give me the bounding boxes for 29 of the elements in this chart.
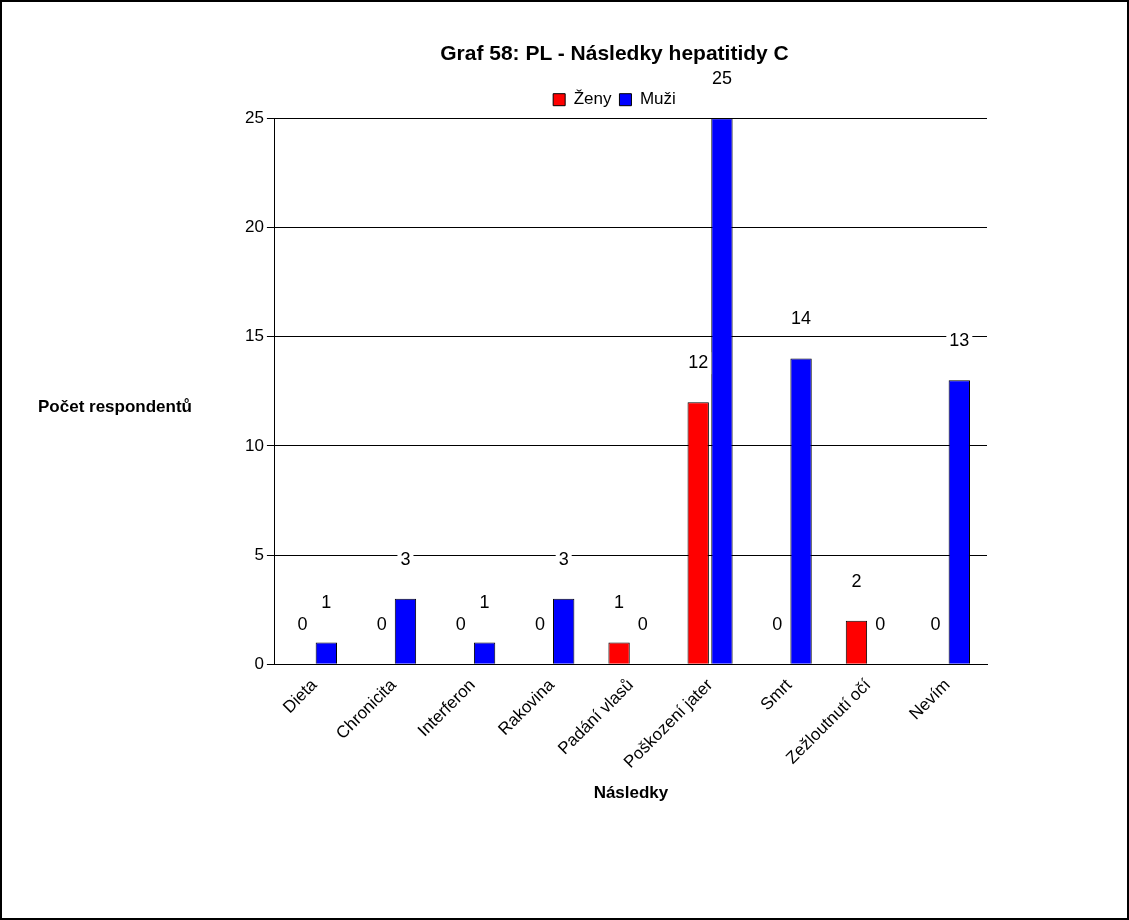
data-label: 0 — [534, 614, 545, 635]
data-label: 14 — [791, 308, 812, 329]
data-label: 1 — [479, 592, 490, 613]
y-tick-label: 20 — [244, 217, 264, 237]
data-label: 0 — [875, 614, 886, 635]
data-label: 25 — [711, 68, 732, 89]
data-label: 0 — [772, 614, 783, 635]
legend-label: Ženy — [573, 89, 612, 109]
data-label: 0 — [930, 614, 941, 635]
y-tick-label: 0 — [254, 654, 264, 674]
data-label: 1 — [614, 592, 625, 613]
y-axis-title: Počet respondentů — [38, 396, 192, 416]
data-label: 12 — [688, 352, 709, 373]
chart-title: Graf 58: PL - Následky hepatitidy C — [440, 41, 789, 65]
y-tick-label: 25 — [244, 107, 264, 127]
y-tick-label: 5 — [254, 544, 264, 564]
y-tick-label: 15 — [244, 326, 264, 346]
data-label: 3 — [400, 548, 411, 569]
data-label: 3 — [558, 548, 569, 569]
data-label: 2 — [851, 570, 862, 591]
data-label: 13 — [949, 330, 970, 351]
data-label: 0 — [455, 614, 466, 635]
data-label: 0 — [376, 614, 387, 635]
x-axis-title: Následky — [593, 783, 669, 803]
data-label: 0 — [297, 614, 308, 635]
legend-label: Muži — [639, 89, 676, 109]
data-label: 0 — [637, 614, 648, 635]
y-tick-label: 10 — [244, 435, 264, 455]
data-label: 1 — [321, 592, 332, 613]
